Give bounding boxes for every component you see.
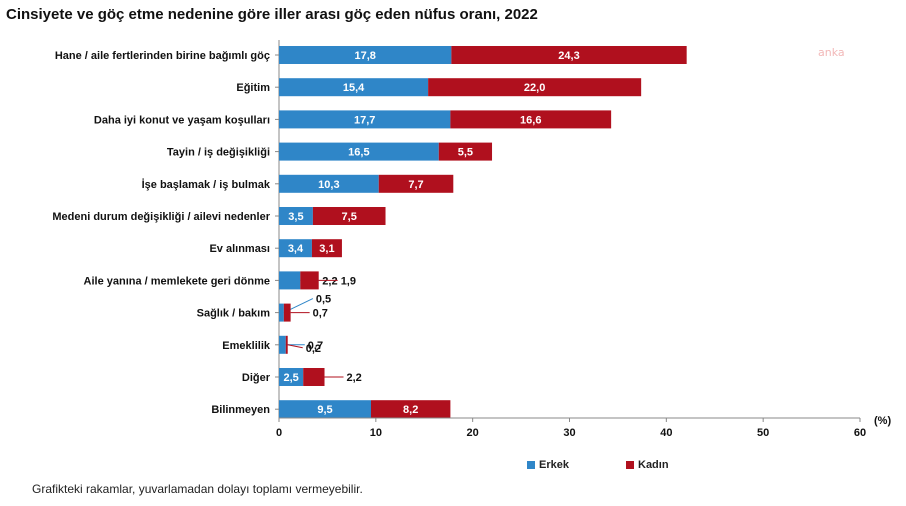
bar-segment-kadin [428, 78, 642, 97]
legend-swatch-kadin [626, 461, 634, 469]
data-label-kadin: 24,3 [558, 50, 579, 62]
data-label-kadin: 0,7 [313, 308, 328, 320]
data-label-erkek: 3,5 [288, 211, 303, 223]
data-label-erkek: 10,3 [318, 179, 339, 191]
data-label-kadin: 1,9 [341, 275, 356, 287]
bar-segment-erkek [279, 271, 301, 290]
x-tick-label: 20 [467, 427, 479, 439]
category-label: Aile yanına / memlekete geri dönme [84, 275, 270, 287]
bar-segment-erkek [279, 239, 312, 258]
category-label: Sağlık / bakım [197, 308, 271, 320]
legend-item-erkek: Erkek [527, 459, 569, 471]
bar-segment-erkek [279, 46, 452, 64]
legend-item-kadin: Kadın [626, 459, 669, 471]
category-label: Emeklilik [222, 340, 271, 352]
category-label: Tayin / iş değişikliği [167, 147, 270, 159]
category-label: Daha iyi konut ve yaşam koşulları [94, 114, 270, 126]
chart-title: Cinsiyete ve göç etme nedenine göre ille… [6, 6, 538, 23]
data-label-kadin: 5,5 [458, 147, 473, 159]
data-label-kadin: 22,0 [524, 82, 545, 94]
bar-segment-kadin [370, 400, 451, 419]
data-label-kadin: 16,6 [520, 114, 541, 126]
footnote: Grafikteki rakamlar, yuvarlamadan dolayı… [32, 482, 363, 496]
category-label: İşe başlamak / iş bulmak [142, 178, 271, 191]
bar-segment-kadin [450, 110, 612, 129]
data-label-kadin: 7,7 [408, 179, 423, 191]
data-label-erkek: 3,4 [288, 243, 304, 255]
bar-segment-kadin [300, 271, 319, 290]
bar-segment-kadin [283, 303, 291, 322]
x-tick-label: 0 [276, 427, 282, 439]
data-label-erkek: 9,5 [317, 404, 332, 416]
data-label-erkek: 17,8 [354, 50, 375, 62]
data-label-erkek: 17,7 [354, 114, 375, 126]
data-label-kadin: 0,2 [306, 343, 321, 355]
data-label-kadin: 2,2 [347, 372, 362, 384]
bar-segment-erkek [279, 303, 284, 322]
x-tick-label: 10 [370, 427, 382, 439]
bar-segment-kadin [312, 207, 386, 225]
data-label-kadin: 3,1 [319, 243, 334, 255]
category-label: Ev alınması [209, 243, 270, 255]
data-label-kadin: 7,5 [342, 211, 357, 223]
x-tick-label: 50 [757, 427, 769, 439]
category-label: Eğitim [236, 82, 270, 94]
data-label-erkek: 0,5 [316, 294, 331, 306]
x-tick-label: 30 [563, 427, 575, 439]
x-tick-label: 60 [854, 427, 866, 439]
leader-line-kadin [287, 344, 303, 349]
bar-segment-erkek [279, 110, 451, 129]
data-label-erkek: 2,5 [283, 372, 298, 384]
watermark-logo: anka [818, 46, 845, 59]
x-tick-label: 40 [660, 427, 672, 439]
bar-segment-kadin [311, 239, 342, 258]
bar-segment-kadin [285, 335, 288, 354]
category-label: Medeni durum değişikliği / ailevi nedenl… [52, 211, 270, 223]
bar-segment-erkek [279, 207, 313, 225]
legend-label-erkek: Erkek [539, 459, 569, 471]
bar-segment-kadin [438, 142, 493, 161]
data-label-erkek: 0,7 [308, 340, 323, 352]
category-label: Diğer [242, 372, 271, 384]
data-label-erkek: 15,4 [343, 82, 365, 94]
bar-segment-kadin [303, 368, 325, 386]
category-label: Hane / aile fertlerinden birine bağımlı … [55, 50, 270, 62]
bar-segment-kadin [451, 46, 687, 64]
bar-segment-erkek [279, 174, 379, 193]
data-label-erkek: 2,2 [322, 275, 337, 287]
bar-segment-kadin [378, 174, 454, 193]
bar-segment-erkek [279, 142, 439, 161]
bar-segment-erkek [279, 400, 371, 419]
bar-segment-erkek [279, 368, 304, 386]
bar-segment-erkek [279, 335, 286, 354]
x-axis-unit-label: (%) [874, 415, 891, 427]
data-label-erkek: 16,5 [348, 147, 369, 159]
bar-segment-erkek [279, 78, 429, 97]
category-label: Bilinmeyen [211, 404, 270, 416]
legend-label-kadin: Kadın [638, 459, 669, 471]
legend-swatch-erkek [527, 461, 535, 469]
data-label-kadin: 8,2 [403, 404, 418, 416]
